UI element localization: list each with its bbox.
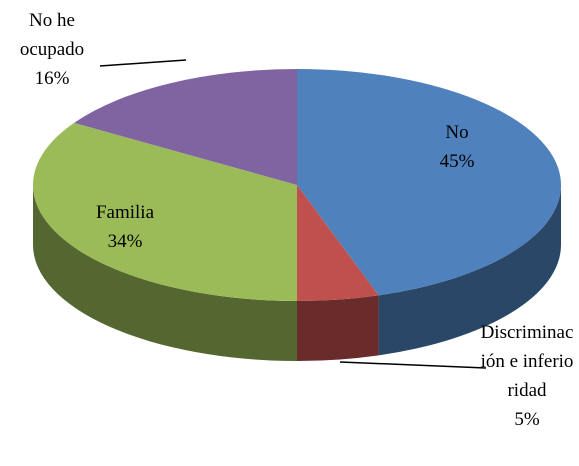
category-label: No bbox=[445, 122, 469, 143]
slices bbox=[32, 69, 561, 361]
category-label: Familia bbox=[95, 202, 155, 223]
category-label: Discriminación e inferioridad bbox=[480, 322, 574, 401]
slice bbox=[32, 122, 297, 361]
slice-top bbox=[297, 185, 379, 301]
slice-side bbox=[378, 185, 561, 356]
slice-top bbox=[297, 69, 561, 296]
slice-top bbox=[32, 122, 297, 302]
slice bbox=[297, 185, 379, 361]
slice bbox=[297, 69, 561, 356]
value-label: 34% bbox=[107, 231, 143, 252]
slice bbox=[74, 69, 297, 185]
slice-label: Discriminación e inferioridad 5% bbox=[475, 318, 579, 434]
leader-line bbox=[339, 361, 487, 369]
slice-side bbox=[33, 185, 297, 361]
value-label: 5% bbox=[514, 409, 540, 430]
slice-label: No he ocupado 16% bbox=[0, 6, 104, 93]
slice-side bbox=[297, 295, 379, 361]
value-label: 45% bbox=[439, 151, 475, 172]
slice-label: Familia 34% bbox=[65, 198, 185, 256]
slice-label: No 45% bbox=[407, 118, 507, 176]
leader-line bbox=[99, 59, 187, 67]
slice-top bbox=[74, 69, 297, 185]
value-label: 16% bbox=[34, 68, 70, 89]
category-label: No he ocupado bbox=[19, 10, 85, 60]
